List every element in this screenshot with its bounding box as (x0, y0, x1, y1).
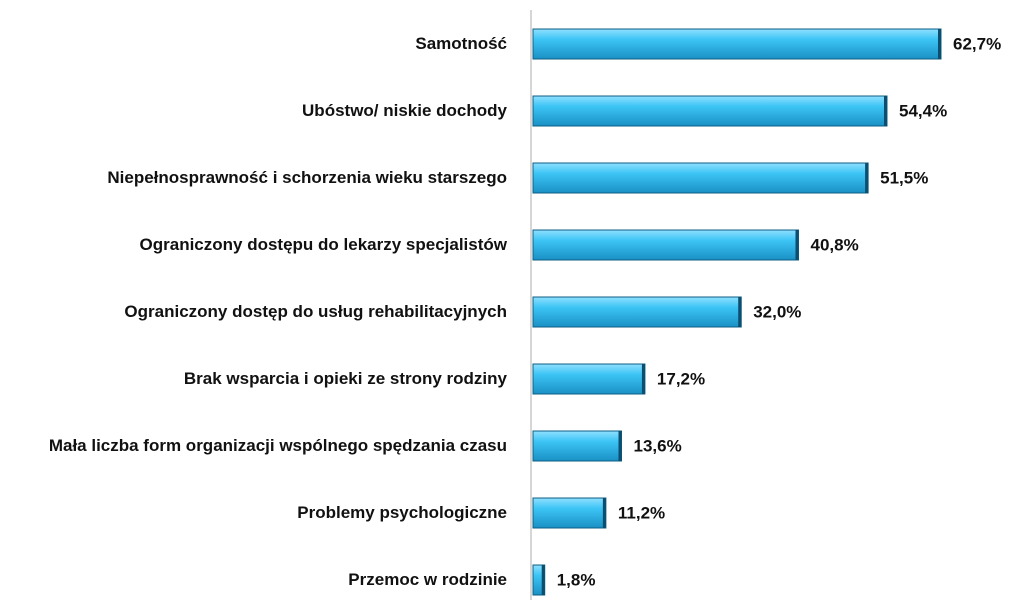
bar-edge (795, 230, 799, 260)
value-label: 1,8% (557, 570, 596, 589)
bar-edge (618, 431, 622, 461)
category-text: Brak wsparcia i opieki ze strony rodziny (183, 369, 507, 388)
value-label: 11,2% (618, 503, 665, 522)
bar (532, 430, 622, 462)
value-label: 54,4% (899, 101, 947, 120)
value-label: 13,6% (633, 436, 681, 455)
value-label: 62,7% (953, 34, 1001, 53)
bar-edge (883, 96, 887, 126)
category-text: Przemoc w rodzinie (348, 570, 507, 589)
bar (532, 95, 888, 127)
category-label: Ograniczony dostęp do usług rehabilitacy… (0, 282, 507, 342)
bar-edge (738, 297, 742, 327)
bar-edge (602, 498, 606, 528)
category-label: Samotność (0, 14, 507, 74)
bar-edge (541, 565, 545, 595)
category-text: Problemy psychologiczne (297, 503, 507, 522)
bar (532, 497, 607, 529)
value-label: 32,0% (753, 302, 801, 321)
bar (532, 363, 646, 395)
bar-edge (938, 29, 941, 59)
category-text: Ograniczony dostępu do lekarzy specjalis… (139, 235, 507, 254)
bar (532, 28, 942, 60)
category-text: Ograniczony dostęp do usług rehabilitacy… (124, 302, 507, 321)
value-label: 40,8% (810, 235, 858, 254)
value-label: 51,5% (880, 168, 928, 187)
category-label: Ubóstwo/ niskie dochody (0, 81, 507, 141)
category-text: Mała liczba form organizacji wspólnego s… (48, 436, 507, 455)
value-label: 17,2% (657, 369, 705, 388)
category-label: Ograniczony dostępu do lekarzy specjalis… (0, 215, 507, 275)
bar (532, 296, 742, 328)
category-label: Brak wsparcia i opieki ze strony rodziny (0, 349, 507, 409)
bar-edge (641, 364, 645, 394)
category-label: Mała liczba form organizacji wspólnego s… (0, 416, 507, 476)
bar (532, 162, 869, 194)
category-text: Samotność (415, 34, 507, 53)
category-label: Problemy psychologiczne (0, 483, 507, 543)
category-label: Przemoc w rodzinie (0, 550, 507, 610)
category-text: Ubóstwo/ niskie dochody (302, 101, 507, 120)
bar (532, 229, 799, 261)
bar-edge (865, 163, 869, 193)
category-text: Niepełnosprawność i schorzenia wieku sta… (107, 168, 507, 187)
category-label: Niepełnosprawność i schorzenia wieku sta… (0, 148, 507, 208)
